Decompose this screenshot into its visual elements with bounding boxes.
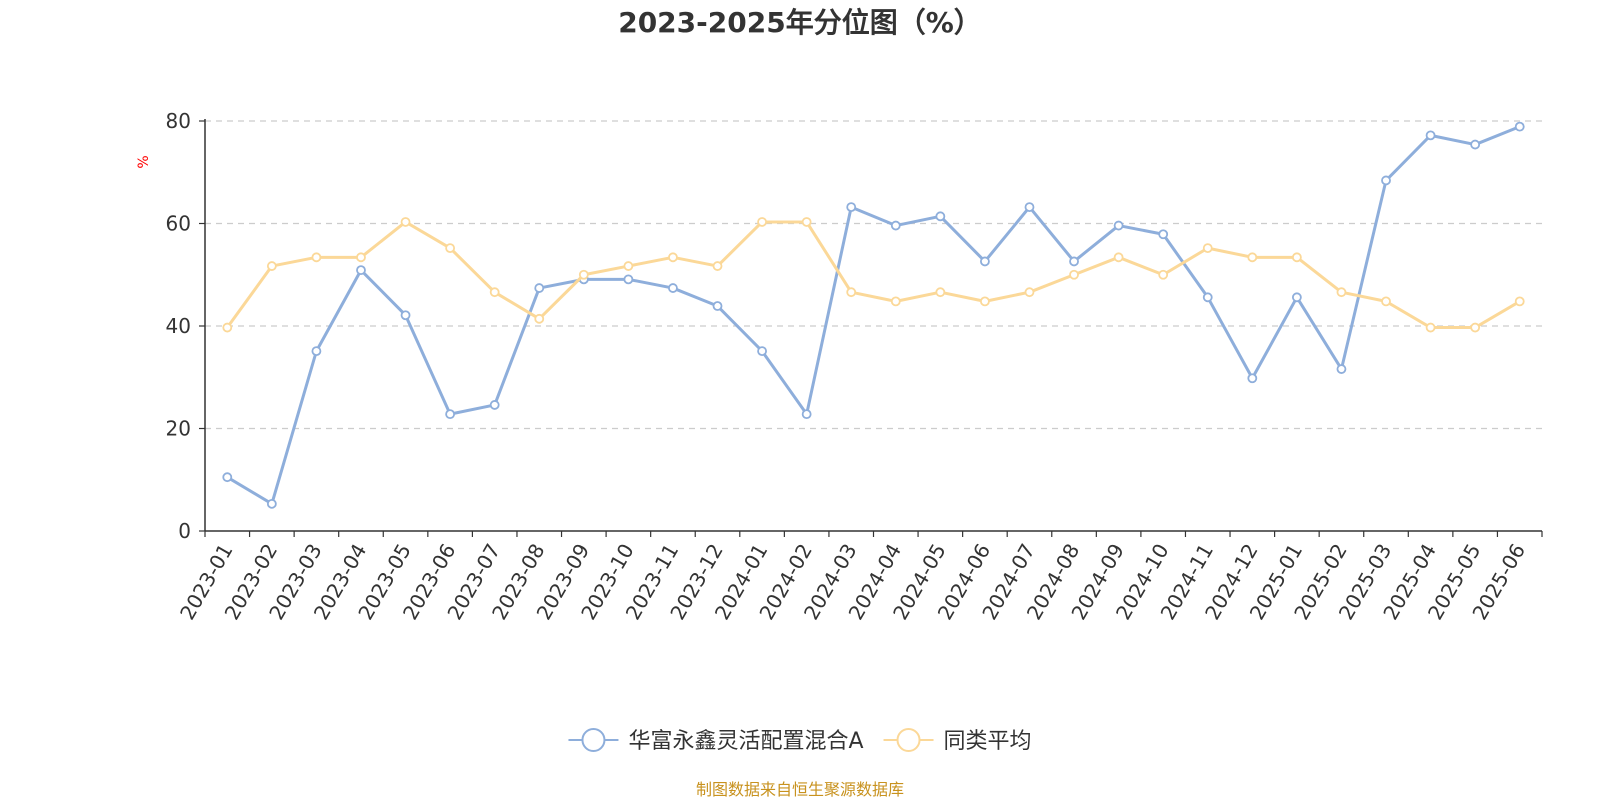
series-line: [225, 125, 1522, 506]
grid-lines: [205, 120, 1542, 430]
data-point[interactable]: [534, 283, 545, 293]
legend-circle-icon: [896, 728, 921, 752]
data-point[interactable]: [266, 498, 277, 509]
y-tick-label: 0: [178, 519, 191, 543]
data-point[interactable]: [801, 409, 812, 420]
legend: 华富永鑫灵活配置混合A 同类平均: [568, 728, 1032, 754]
data-point[interactable]: [356, 265, 366, 276]
data-point[interactable]: [757, 217, 767, 227]
series-1: [222, 217, 1525, 333]
data-point[interactable]: [222, 322, 233, 333]
series-line: [225, 220, 1522, 330]
data-point[interactable]: [222, 472, 233, 483]
data-point[interactable]: [1158, 229, 1169, 240]
data-point[interactable]: [712, 261, 723, 271]
data-point[interactable]: [846, 287, 857, 298]
data-point[interactable]: [489, 400, 500, 410]
data-point[interactable]: [1113, 252, 1124, 263]
data-point[interactable]: [1202, 292, 1213, 303]
data-point[interactable]: [1024, 202, 1035, 213]
data-point[interactable]: [623, 261, 634, 271]
data-point[interactable]: [1069, 256, 1079, 267]
data-point[interactable]: [445, 243, 456, 254]
data-point[interactable]: [1514, 121, 1525, 132]
y-axis-unit-label: %: [136, 155, 152, 168]
data-point[interactable]: [1113, 220, 1124, 231]
data-point[interactable]: [801, 217, 812, 227]
legend-item-0[interactable]: 华富永鑫灵活配置混合A: [568, 728, 864, 754]
legend-label: 同类平均: [944, 729, 1032, 754]
data-point[interactable]: [578, 269, 589, 280]
data-point[interactable]: [356, 252, 366, 263]
data-point[interactable]: [1381, 175, 1391, 186]
data-point[interactable]: [1425, 130, 1436, 141]
y-tick-label: 60: [166, 212, 191, 236]
data-point[interactable]: [890, 220, 901, 231]
data-point[interactable]: [890, 296, 901, 307]
data-point[interactable]: [846, 202, 857, 213]
data-point[interactable]: [712, 301, 723, 311]
data-point[interactable]: [1247, 373, 1258, 384]
data-point[interactable]: [935, 211, 946, 222]
data-point[interactable]: [668, 252, 678, 263]
data-point[interactable]: [757, 346, 767, 357]
data-point[interactable]: [311, 252, 322, 263]
chart-title: 2023-2025年分位图（%）: [618, 6, 982, 39]
legend-circle-icon: [581, 728, 606, 752]
data-point[interactable]: [1514, 296, 1525, 307]
data-point[interactable]: [1202, 243, 1213, 254]
y-axis-ticks: 0 20 40 60 80: [166, 109, 191, 543]
legend-item-1[interactable]: 同类平均: [883, 728, 1032, 754]
data-point[interactable]: [534, 313, 545, 324]
data-point[interactable]: [1024, 287, 1035, 298]
data-point[interactable]: [400, 217, 411, 227]
data-source-note: 制图数据来自恒生聚源数据库: [696, 780, 904, 799]
data-point[interactable]: [1291, 292, 1302, 303]
data-point[interactable]: [400, 310, 411, 321]
data-point[interactable]: [1425, 322, 1436, 333]
data-point[interactable]: [445, 409, 456, 420]
data-point[interactable]: [935, 287, 946, 298]
data-point[interactable]: [311, 346, 322, 357]
data-point[interactable]: [623, 274, 634, 285]
y-tick-label: 80: [166, 109, 191, 133]
y-tick-label: 20: [166, 417, 191, 441]
data-point[interactable]: [980, 296, 990, 307]
series-0: [222, 121, 1525, 509]
legend-label: 华富永鑫灵活配置混合A: [628, 729, 863, 754]
data-point[interactable]: [1381, 296, 1391, 307]
data-point[interactable]: [1291, 252, 1302, 263]
data-point[interactable]: [1470, 139, 1481, 150]
data-point[interactable]: [1069, 269, 1079, 280]
data-point[interactable]: [1336, 287, 1347, 298]
data-point[interactable]: [1470, 322, 1481, 333]
series-lines: [222, 121, 1525, 509]
data-point[interactable]: [1336, 364, 1347, 374]
data-point[interactable]: [1247, 252, 1258, 263]
axes: [199, 119, 1543, 537]
y-tick-label: 40: [166, 314, 191, 338]
data-point[interactable]: [668, 283, 678, 293]
data-point[interactable]: [266, 261, 277, 271]
data-point[interactable]: [489, 287, 500, 298]
data-point[interactable]: [1158, 269, 1169, 280]
data-point[interactable]: [980, 256, 990, 267]
x-axis-ticks: 2023-012023-022023-032023-042023-052023-…: [175, 540, 1530, 624]
